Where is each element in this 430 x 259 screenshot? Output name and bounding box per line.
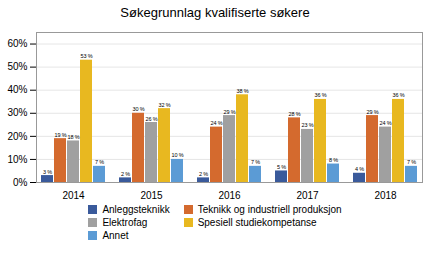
svg-text:24 %: 24 % <box>379 120 391 126</box>
svg-text:50%: 50% <box>7 61 27 72</box>
svg-text:5 %: 5 % <box>277 164 286 170</box>
html-text:Søkegrunnlag kvalifiserte søke: Søkegrunnlag kvalifiserte søkere <box>120 5 310 20</box>
svg-text:2018: 2018 <box>374 190 397 201</box>
svg-text:8 %: 8 % <box>329 157 338 163</box>
svg-text:7 %: 7 % <box>407 159 416 165</box>
svg-text:7 %: 7 % <box>251 159 260 165</box>
html-text:Spesiell studiekompetanse: Spesiell studiekompetanse <box>197 217 317 228</box>
svg-text:38 %: 38 % <box>236 88 248 94</box>
svg-text:29 %: 29 % <box>223 109 235 115</box>
svg-text:19 %: 19 % <box>54 132 66 138</box>
svg-text:20%: 20% <box>7 131 27 142</box>
svg-text:10%: 10% <box>7 154 27 165</box>
svg-text:30%: 30% <box>7 107 27 118</box>
svg-text:28 %: 28 % <box>288 111 300 117</box>
svg-text:7 %: 7 % <box>95 159 104 165</box>
svg-text:2016: 2016 <box>218 190 241 201</box>
svg-text:2015: 2015 <box>140 190 163 201</box>
svg-text:0%: 0% <box>13 177 28 188</box>
svg-text:10 %: 10 % <box>171 152 183 158</box>
html-text:Teknikk og industriell produks: Teknikk og industriell produksjon <box>197 204 342 215</box>
html-text:Annet: Annet <box>102 230 129 241</box>
svg-text:2 %: 2 % <box>199 171 208 177</box>
svg-text:30 %: 30 % <box>132 106 144 112</box>
svg-text:23 %: 23 % <box>301 122 313 128</box>
html-text:Anleggsteknikk: Anleggsteknikk <box>102 204 170 215</box>
svg-text:53 %: 53 % <box>80 53 92 59</box>
svg-text:2 %: 2 % <box>121 171 130 177</box>
svg-text:18 %: 18 % <box>67 134 79 140</box>
svg-text:2014: 2014 <box>62 190 85 201</box>
svg-text:36 %: 36 % <box>392 92 404 98</box>
svg-text:24 %: 24 % <box>210 120 222 126</box>
html-text:Elektrofag: Elektrofag <box>102 217 148 228</box>
svg-text:60%: 60% <box>7 38 27 49</box>
svg-text:36 %: 36 % <box>314 92 326 98</box>
svg-text:29 %: 29 % <box>366 109 378 115</box>
svg-text:2017: 2017 <box>296 190 319 201</box>
svg-text:26 %: 26 % <box>145 116 157 122</box>
svg-text:32 %: 32 % <box>158 102 170 108</box>
svg-text:3 %: 3 % <box>43 169 52 175</box>
svg-text:40%: 40% <box>7 84 27 95</box>
svg-text:4 %: 4 % <box>355 166 364 172</box>
